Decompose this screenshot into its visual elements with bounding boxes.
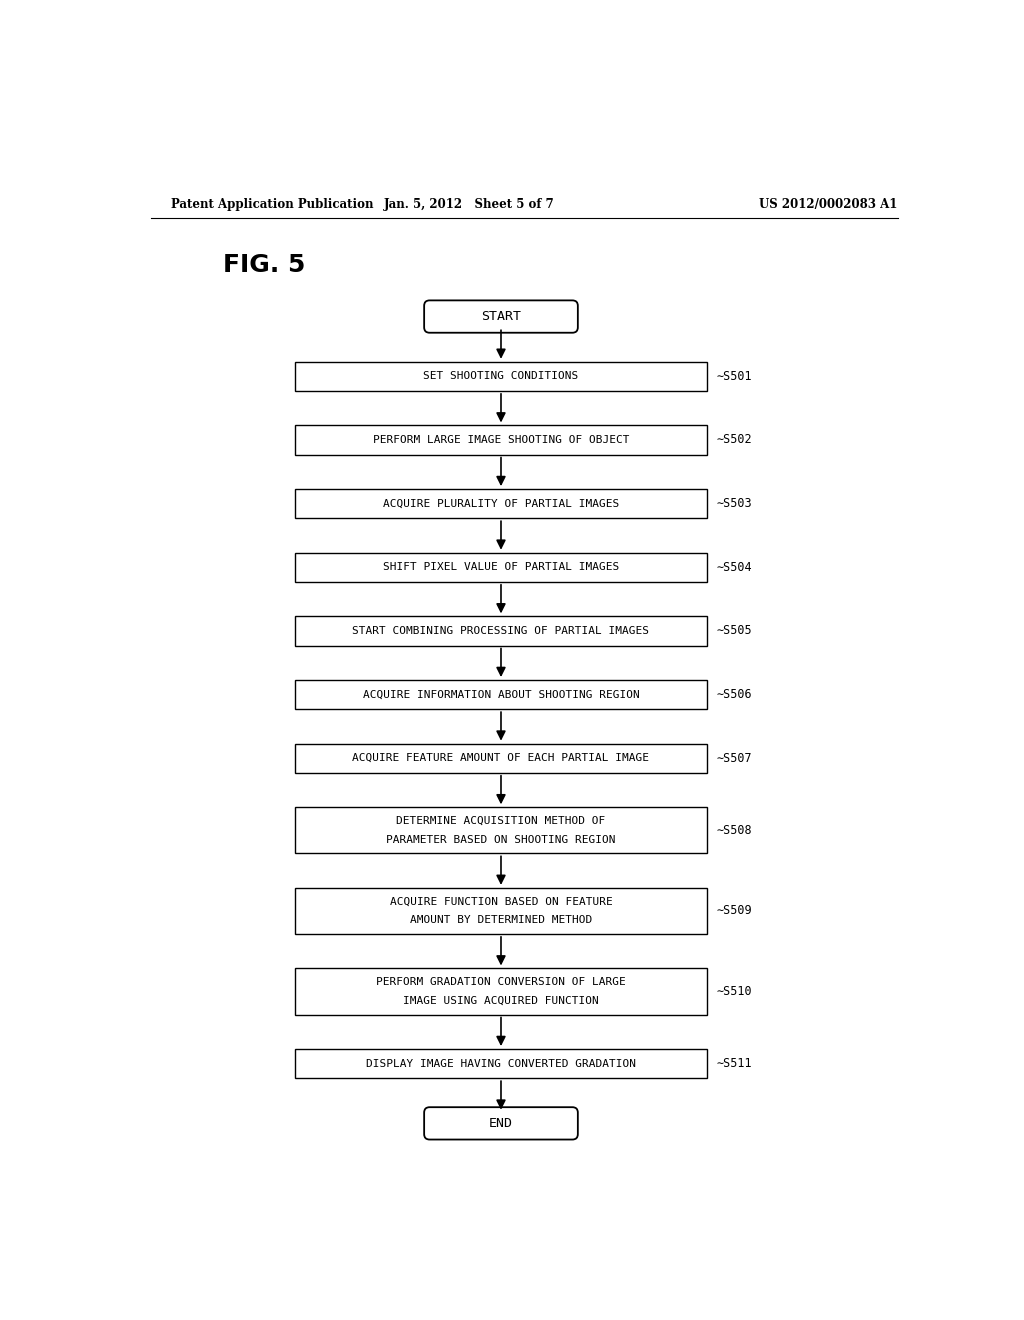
Text: SET SHOOTING CONDITIONS: SET SHOOTING CONDITIONS: [423, 371, 579, 381]
Text: IMAGE USING ACQUIRED FUNCTION: IMAGE USING ACQUIRED FUNCTION: [403, 995, 599, 1006]
FancyBboxPatch shape: [295, 808, 708, 854]
Text: END: END: [489, 1117, 513, 1130]
FancyBboxPatch shape: [424, 1107, 578, 1139]
Text: PERFORM GRADATION CONVERSION OF LARGE: PERFORM GRADATION CONVERSION OF LARGE: [376, 977, 626, 987]
Text: PERFORM LARGE IMAGE SHOOTING OF OBJECT: PERFORM LARGE IMAGE SHOOTING OF OBJECT: [373, 436, 629, 445]
Text: FIG. 5: FIG. 5: [223, 253, 305, 277]
Text: START COMBINING PROCESSING OF PARTIAL IMAGES: START COMBINING PROCESSING OF PARTIAL IM…: [352, 626, 649, 636]
FancyBboxPatch shape: [295, 1049, 708, 1078]
Text: ACQUIRE FEATURE AMOUNT OF EACH PARTIAL IMAGE: ACQUIRE FEATURE AMOUNT OF EACH PARTIAL I…: [352, 754, 649, 763]
Text: Jan. 5, 2012   Sheet 5 of 7: Jan. 5, 2012 Sheet 5 of 7: [384, 198, 555, 211]
Text: START: START: [481, 310, 521, 323]
Text: US 2012/0002083 A1: US 2012/0002083 A1: [760, 198, 898, 211]
Text: ACQUIRE PLURALITY OF PARTIAL IMAGES: ACQUIRE PLURALITY OF PARTIAL IMAGES: [383, 499, 620, 508]
FancyBboxPatch shape: [424, 301, 578, 333]
Text: ACQUIRE INFORMATION ABOUT SHOOTING REGION: ACQUIRE INFORMATION ABOUT SHOOTING REGIO…: [362, 689, 639, 700]
Text: PARAMETER BASED ON SHOOTING REGION: PARAMETER BASED ON SHOOTING REGION: [386, 834, 615, 845]
Text: DETERMINE ACQUISITION METHOD OF: DETERMINE ACQUISITION METHOD OF: [396, 816, 605, 826]
FancyBboxPatch shape: [295, 969, 708, 1015]
FancyBboxPatch shape: [295, 616, 708, 645]
FancyBboxPatch shape: [295, 743, 708, 772]
Text: Patent Application Publication: Patent Application Publication: [171, 198, 373, 211]
Text: ∼S510: ∼S510: [717, 985, 753, 998]
Text: DISPLAY IMAGE HAVING CONVERTED GRADATION: DISPLAY IMAGE HAVING CONVERTED GRADATION: [366, 1059, 636, 1069]
FancyBboxPatch shape: [295, 553, 708, 582]
Text: ∼S508: ∼S508: [717, 824, 753, 837]
Text: ∼S504: ∼S504: [717, 561, 753, 574]
Text: ∼S511: ∼S511: [717, 1057, 753, 1071]
Text: ∼S501: ∼S501: [717, 370, 753, 383]
Text: AMOUNT BY DETERMINED METHOD: AMOUNT BY DETERMINED METHOD: [410, 915, 592, 925]
FancyBboxPatch shape: [295, 362, 708, 391]
Text: ∼S503: ∼S503: [717, 498, 753, 510]
Text: SHIFT PIXEL VALUE OF PARTIAL IMAGES: SHIFT PIXEL VALUE OF PARTIAL IMAGES: [383, 562, 620, 573]
FancyBboxPatch shape: [295, 488, 708, 519]
Text: ∼S509: ∼S509: [717, 904, 753, 917]
FancyBboxPatch shape: [295, 425, 708, 454]
Text: ∼S506: ∼S506: [717, 688, 753, 701]
Text: ACQUIRE FUNCTION BASED ON FEATURE: ACQUIRE FUNCTION BASED ON FEATURE: [389, 896, 612, 907]
Text: ∼S507: ∼S507: [717, 751, 753, 764]
Text: ∼S502: ∼S502: [717, 433, 753, 446]
FancyBboxPatch shape: [295, 680, 708, 709]
FancyBboxPatch shape: [295, 888, 708, 935]
Text: ∼S505: ∼S505: [717, 624, 753, 638]
